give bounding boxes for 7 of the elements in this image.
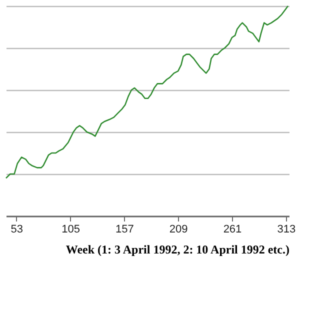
x-tick-label: 53 (10, 224, 23, 236)
x-axis-title: Week (1: 3 April 1992, 2: 10 April 1992 etc.) (66, 242, 290, 256)
x-tick-label: 209 (169, 224, 188, 236)
x-tick-label: 261 (223, 224, 242, 236)
x-tick-label: 105 (62, 224, 80, 236)
x-tick-label: 313 (277, 224, 296, 236)
x-tick-label: 157 (115, 224, 134, 236)
